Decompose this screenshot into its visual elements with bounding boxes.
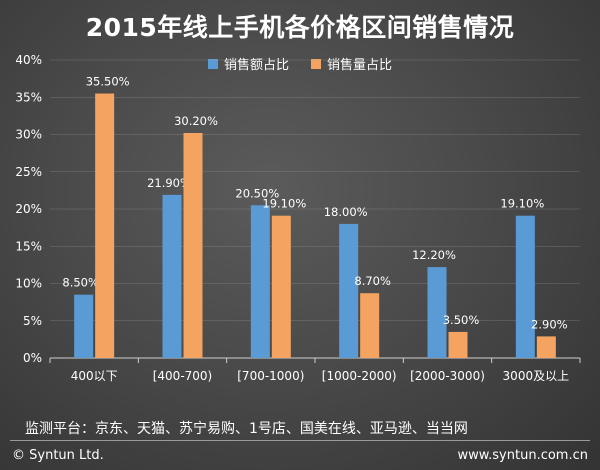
data-label-series-2: 30.20% <box>174 114 218 128</box>
x-tick-label: 400以下 <box>71 369 118 383</box>
bar-series-1 <box>162 194 182 358</box>
bar-series-2 <box>360 293 380 358</box>
copyright-text: © Syntun Ltd. <box>12 448 104 463</box>
website-text: www.syntun.com.cn <box>457 448 588 463</box>
x-tick-label: [1000-2000) <box>322 369 397 383</box>
bar-series-1 <box>515 215 535 358</box>
legend-label-series-2: 销售量占比 <box>327 58 393 73</box>
data-label-series-2: 3.50% <box>443 313 480 327</box>
data-label-series-1: 20.50% <box>235 186 279 200</box>
data-label-series-2: 2.90% <box>531 317 568 331</box>
data-label-series-1: 19.10% <box>500 197 544 211</box>
bar-series-1 <box>339 223 359 358</box>
bar-series-1 <box>74 294 94 358</box>
legend-swatch-series-1 <box>207 58 218 69</box>
legend-item-series-1: 销售额占比 <box>207 54 289 73</box>
y-tick-label: 40% <box>15 53 42 67</box>
y-tick-label: 25% <box>15 165 42 179</box>
bar-series-2 <box>95 93 115 359</box>
y-tick-label: 20% <box>15 202 42 216</box>
x-tick-label: [700-1000) <box>237 369 304 383</box>
data-label-series-2: 35.50% <box>86 75 130 89</box>
x-tick-label: [400-700) <box>153 369 213 383</box>
data-label-series-1: 21.90% <box>147 176 191 190</box>
y-tick-label: 30% <box>15 128 42 142</box>
y-tick-label: 5% <box>23 314 42 328</box>
y-tick-label: 15% <box>15 239 42 253</box>
legend-swatch-series-2 <box>311 58 321 69</box>
chart-title: 2015年线上手机各价格区间销售情况 <box>85 13 515 42</box>
data-label-series-2: 8.70% <box>354 274 391 288</box>
legend-item-series-2: 销售量占比 <box>311 54 392 73</box>
bar-series-1 <box>427 267 447 358</box>
legend-label-series-1: 销售额占比 <box>223 58 289 73</box>
y-tick-label: 10% <box>15 277 42 291</box>
monitor-platforms-text: 监测平台：京东、天猫、苏宁易购、1号店、国美在线、亚马逊、当当网 <box>25 421 468 437</box>
bar-series-2 <box>536 336 556 358</box>
data-label-series-1: 18.00% <box>324 205 368 219</box>
bar-series-2 <box>271 215 291 358</box>
bar-series-2 <box>183 133 203 358</box>
chart-legend: 销售额占比 销售量占比 <box>0 54 600 73</box>
data-label-series-2: 19.10% <box>262 197 306 211</box>
footer-divider <box>10 440 590 441</box>
x-tick-label: [2000-3000) <box>410 369 485 383</box>
data-label-series-1: 8.50% <box>62 276 99 290</box>
y-tick-label: 0% <box>23 351 42 365</box>
data-label-series-1: 12.20% <box>412 248 456 262</box>
y-tick-label: 35% <box>15 90 42 104</box>
bar-series-2 <box>448 331 468 358</box>
x-tick-label: 3000及以上 <box>503 369 570 383</box>
bar-series-1 <box>250 205 270 358</box>
